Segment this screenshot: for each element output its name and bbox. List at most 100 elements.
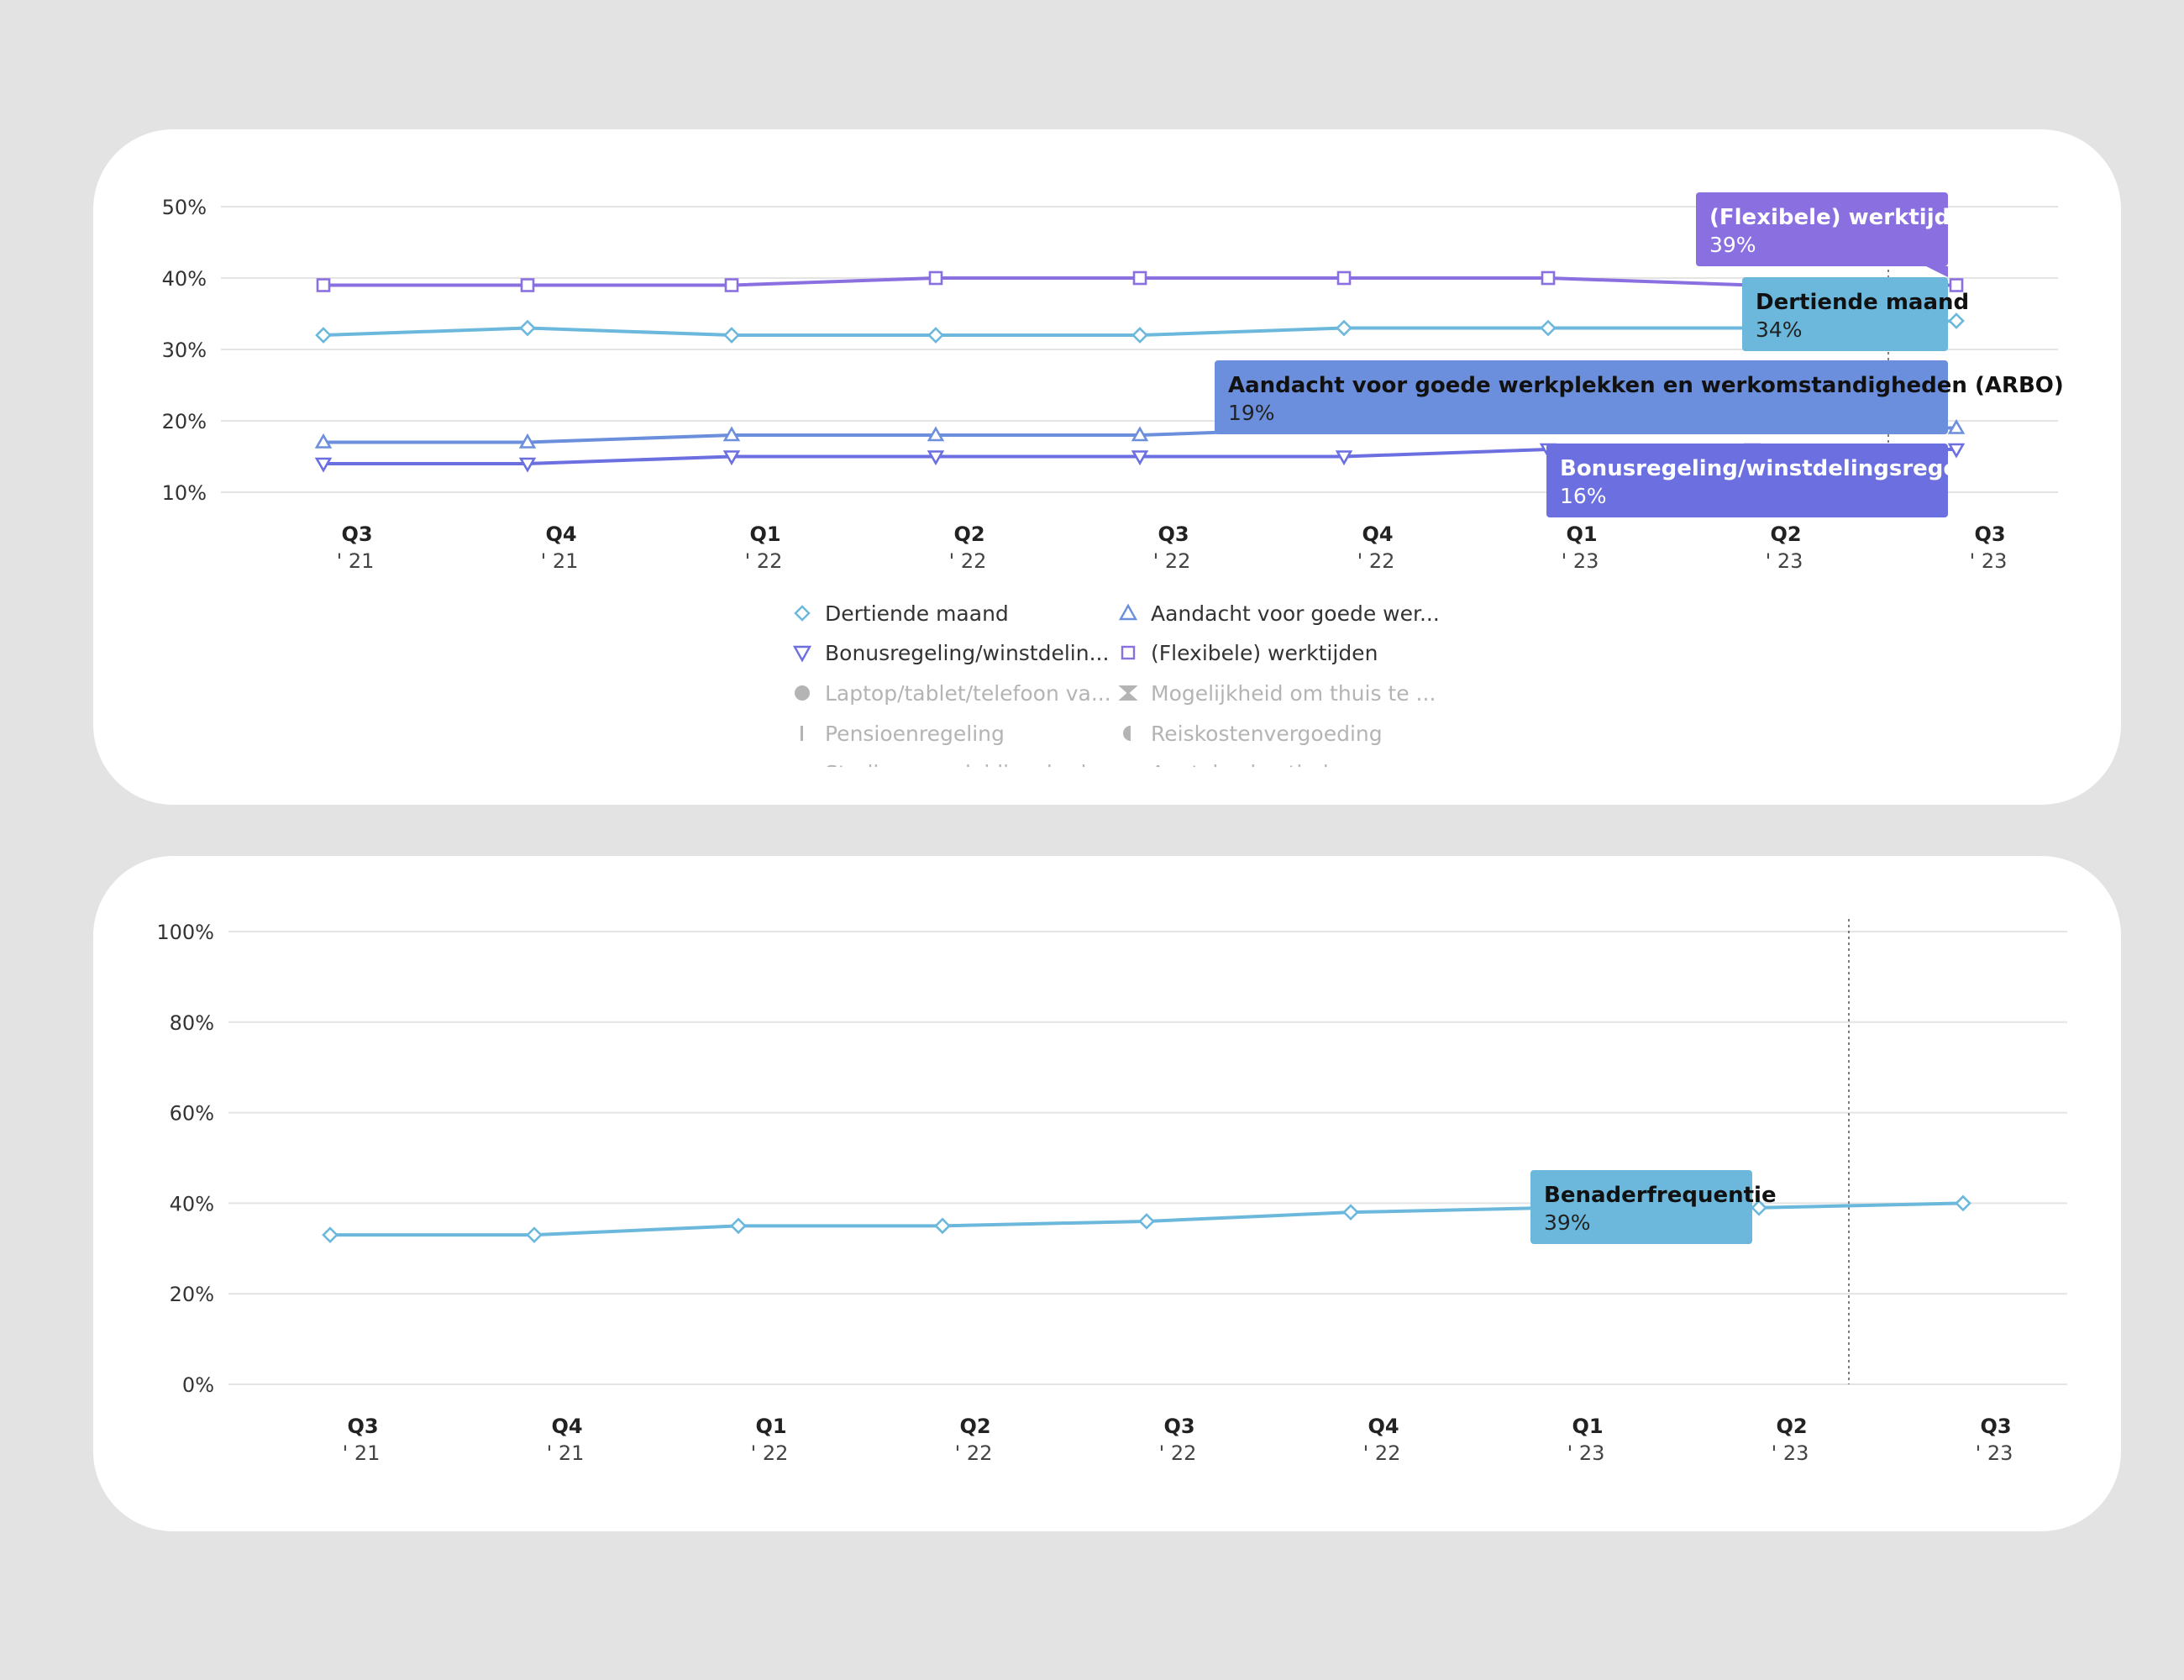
x-tick-quarter: Q4 <box>1368 1415 1399 1438</box>
y-tick-label: 0% <box>182 1373 214 1397</box>
data-point-aandacht-voor-goede-werkplekken-en-werkomstandigheden-arbo[interactable] <box>722 426 741 442</box>
data-point-dertiende-maand[interactable] <box>1948 312 1965 329</box>
y-tick-label: 30% <box>162 339 207 362</box>
data-point-dertiende-maand[interactable] <box>1131 327 1148 344</box>
y-tick-label: 60% <box>170 1102 214 1126</box>
tooltip-dertiende-maand: Dertiende maand 34% <box>1742 277 1969 351</box>
x-tick-year: ' 22 <box>955 1441 993 1465</box>
data-point-benaderfrequentie[interactable] <box>1138 1213 1155 1230</box>
circle-icon <box>795 685 810 701</box>
data-point-dertiende-maand[interactable] <box>1540 319 1557 337</box>
data-point-aandacht-voor-goede-werkplekken-en-werkomstandigheden-arbo[interactable] <box>1131 426 1149 442</box>
legend-item-reiskostenvergoeding[interactable]: Reiskostenvergoeding <box>1123 722 1383 746</box>
data-point-bonusregeling-winstdelingsregeling[interactable] <box>1335 450 1353 466</box>
data-point-benaderfrequentie[interactable] <box>730 1217 747 1235</box>
tooltip-box <box>1546 444 1948 517</box>
square-icon <box>1121 645 1136 660</box>
x-tick-year: ' 23 <box>1772 1441 1809 1465</box>
data-point-flexibele-werktijden[interactable] <box>1132 270 1147 286</box>
x-tick-year: ' 23 <box>1976 1441 2013 1465</box>
tooltip-aandacht-arbo: Aandacht voor goede werkplekken en werko… <box>1215 360 2064 434</box>
tooltip-box <box>1530 1170 1752 1244</box>
x-tick-quarter: Q3 <box>1163 1415 1194 1438</box>
hourglass-icon <box>1118 685 1138 701</box>
x-tick-quarter: Q3 <box>347 1415 378 1438</box>
y-tick-label: 20% <box>162 410 207 433</box>
x-tick-year: ' 22 <box>745 549 783 573</box>
legend-item-pensioenregeling[interactable]: Pensioenregeling <box>801 722 1005 746</box>
legend-label: Laptop/tablet/telefoon va... <box>825 681 1111 706</box>
y-tick-label: 10% <box>162 481 207 505</box>
data-point-aandacht-voor-goede-werkplekken-en-werkomstandigheden-arbo[interactable] <box>518 433 537 449</box>
legend-item-flexibele-werktijden[interactable]: (Flexibele) werktijden <box>1121 641 1378 665</box>
x-tick-year: ' 22 <box>1357 549 1395 573</box>
data-point-aandacht-voor-goede-werkplekken-en-werkomstandigheden-arbo[interactable] <box>1947 418 1966 434</box>
x-tick-year: ' 22 <box>949 549 987 573</box>
data-point-benaderfrequentie[interactable] <box>1751 1199 1767 1216</box>
tooltip-title: Benaderfrequentie <box>1544 1183 1777 1208</box>
legend-label: Pensioenregeling <box>825 722 1005 746</box>
half-circle-icon <box>1123 726 1131 741</box>
data-point-flexibele-werktijden[interactable] <box>520 278 535 292</box>
triangle-down-icon <box>792 645 812 663</box>
y-tick-label: 50% <box>162 196 207 219</box>
tooltip-title: (Flexibele) werktijden <box>1709 205 1980 230</box>
data-point-flexibele-werktijden[interactable] <box>724 278 739 292</box>
legend-item-bonusregeling-winstdelin[interactable]: Bonusregeling/winstdelin... <box>792 641 1109 665</box>
data-point-bonusregeling-winstdelingsregeling[interactable] <box>722 450 741 466</box>
legend-item-mogelijkheid-om-thuis-te[interactable]: Mogelijkheid om thuis te ... <box>1118 681 1436 706</box>
data-point-bonusregeling-winstdelingsregeling[interactable] <box>927 450 945 466</box>
tooltip-pointer <box>1926 266 1948 277</box>
data-point-bonusregeling-winstdelingsregeling[interactable] <box>1131 450 1149 466</box>
x-tick-quarter: Q4 <box>551 1415 582 1438</box>
data-point-benaderfrequentie[interactable] <box>322 1226 339 1243</box>
data-point-aandacht-voor-goede-werkplekken-en-werkomstandigheden-arbo[interactable] <box>927 426 945 442</box>
x-tick-quarter: Q2 <box>1770 522 1801 546</box>
data-point-benaderfrequentie[interactable] <box>934 1217 951 1235</box>
data-point-dertiende-maand[interactable] <box>519 319 536 337</box>
tooltip-box <box>1742 277 1948 351</box>
data-point-benaderfrequentie[interactable] <box>526 1226 543 1243</box>
data-point-aandacht-voor-goede-werkplekken-en-werkomstandigheden-arbo[interactable] <box>314 433 333 449</box>
data-point-dertiende-maand[interactable] <box>723 327 740 344</box>
tooltip-value: 34% <box>1756 318 1803 342</box>
legend-label: Aandacht voor goede wer... <box>1151 601 1440 626</box>
data-point-flexibele-werktijden[interactable] <box>316 278 331 292</box>
data-point-flexibele-werktijden[interactable] <box>1541 270 1556 286</box>
y-tick-label: 80% <box>170 1011 214 1035</box>
x-tick-year: ' 21 <box>343 1441 381 1465</box>
data-point-benaderfrequentie[interactable] <box>1342 1204 1359 1221</box>
triangle-up-icon <box>1118 603 1138 621</box>
x-tick-year: ' 23 <box>1567 1441 1605 1465</box>
data-point-dertiende-maand[interactable] <box>315 327 332 344</box>
tooltip-box <box>1215 360 1948 434</box>
x-tick-year: ' 21 <box>337 549 375 573</box>
x-tick-quarter: Q3 <box>1974 522 2005 546</box>
x-tick-quarter: Q4 <box>545 522 576 546</box>
data-point-dertiende-maand[interactable] <box>927 327 944 344</box>
legend-label: Reiskostenvergoeding <box>1151 722 1383 746</box>
legend-item-dertiende-maand[interactable]: Dertiende maand <box>794 601 1009 626</box>
tooltip-box <box>1696 192 1948 266</box>
legend-item-aandacht-voor-goede-wer[interactable]: Aandacht voor goede wer... <box>1118 601 1440 626</box>
data-point-dertiende-maand[interactable] <box>1336 319 1352 337</box>
tooltip-title: Dertiende maand <box>1756 290 1969 315</box>
legend-label: (Flexibele) werktijden <box>1151 641 1378 665</box>
data-point-flexibele-werktijden[interactable] <box>928 270 943 286</box>
data-point-bonusregeling-winstdelingsregeling[interactable] <box>314 457 333 473</box>
x-tick-quarter: Q2 <box>959 1415 990 1438</box>
y-tick-label: 40% <box>162 267 207 291</box>
legend-item-laptop-tablet-telefoon-va[interactable]: Laptop/tablet/telefoon va... <box>795 681 1111 706</box>
data-point-flexibele-werktijden[interactable] <box>1949 278 1964 292</box>
data-point-benaderfrequentie[interactable] <box>1955 1194 1971 1212</box>
tooltip-title: Bonusregeling/winstdelingsregeling <box>1560 456 2004 481</box>
tooltip-value: 39% <box>1709 233 1756 257</box>
x-tick-quarter: Q3 <box>341 522 372 546</box>
data-point-bonusregeling-winstdelingsregeling[interactable] <box>1947 443 1966 459</box>
y-tick-label: 100% <box>156 921 214 944</box>
legend-label: Dertiende maand <box>825 601 1009 626</box>
data-point-flexibele-werktijden[interactable] <box>1336 270 1352 286</box>
data-point-bonusregeling-winstdelingsregeling[interactable] <box>518 457 537 473</box>
x-tick-quarter: Q2 <box>953 522 984 546</box>
